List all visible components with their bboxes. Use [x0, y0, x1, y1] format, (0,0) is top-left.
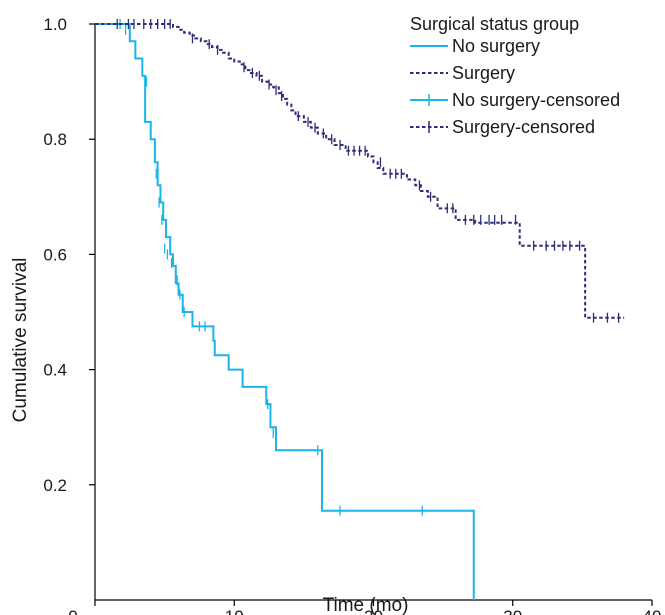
y-tick-label: 0.2	[43, 476, 67, 495]
legend-label: No surgery-censored	[452, 90, 620, 110]
series-layer	[95, 19, 625, 600]
y-tick-label: 1.0	[43, 15, 67, 34]
x-tick-label: 10	[225, 607, 244, 615]
x-tick-label: 30	[503, 607, 522, 615]
legend-entry: No surgery	[410, 36, 540, 56]
legend-title: Surgical status group	[410, 14, 579, 34]
series-surgery	[95, 19, 625, 323]
survival-curve-surgery	[95, 23, 625, 319]
x-axis-title: Time (mo)	[323, 595, 409, 615]
legend-entry: Surgery-censored	[410, 117, 595, 137]
axes: 0 10 20 30 40 0.2 0.4 0.6 0.8 1.0	[43, 15, 661, 615]
legend-label: Surgery	[452, 63, 515, 83]
x-ticks: 0 10 20 30 40	[68, 600, 661, 615]
x-tick-label: 20	[364, 607, 383, 615]
legend-entry: Surgery	[410, 63, 515, 83]
legend-entry: No surgery-censored	[410, 90, 620, 110]
x-tick-label: 0	[68, 607, 77, 615]
survival-curve-no-surgery	[95, 23, 475, 600]
legend-entries: No surgery Surgery No surgery-censored Surg…	[410, 36, 620, 137]
legend-label: No surgery	[452, 36, 540, 56]
y-tick-label: 0.4	[43, 361, 67, 380]
y-ticks: 0.2 0.4 0.6 0.8 1.0	[43, 15, 95, 495]
y-tick-label: 0.6	[43, 245, 67, 264]
y-tick-label: 0.8	[43, 130, 67, 149]
series-no-surgery	[95, 19, 475, 600]
legend-label: Surgery-censored	[452, 117, 595, 137]
y-axis-title: Cumulative survival	[10, 258, 31, 423]
legend: Surgical status group No surgerySurgeryN…	[410, 14, 620, 137]
x-tick-label: 40	[643, 607, 662, 615]
